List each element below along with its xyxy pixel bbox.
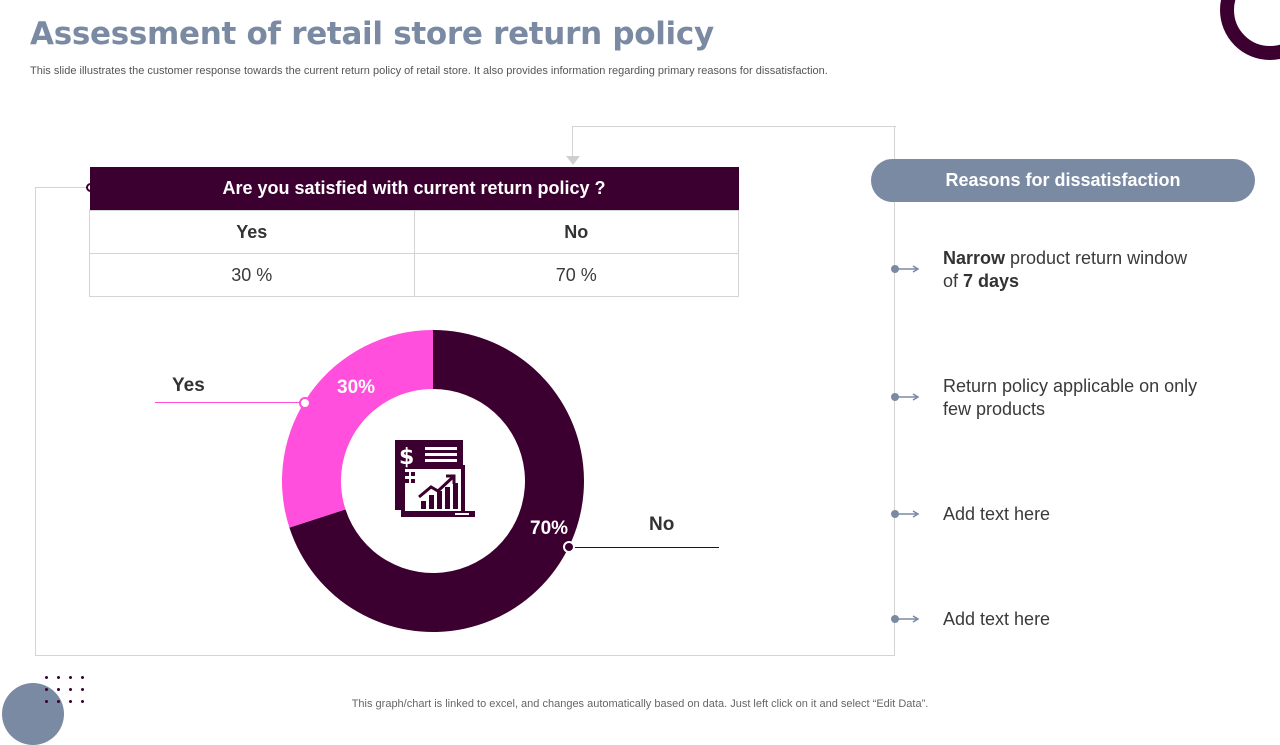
decorative-dot: [69, 676, 72, 679]
reason-arrow-icon: [891, 393, 920, 401]
connector-arrow-icon: [566, 156, 580, 165]
decorative-dot: [45, 676, 48, 679]
callout-line-no: [569, 547, 719, 548]
connector-top: [572, 126, 896, 127]
footer-note: This graph/chart is linked to excel, and…: [351, 698, 929, 710]
reason-arrow-icon: [891, 265, 920, 273]
connector-frame: [35, 127, 895, 656]
decorative-dot: [81, 676, 84, 679]
reason-arrow-icon: [891, 615, 920, 623]
reason-item-3: Add text here: [943, 504, 1051, 524]
data-label-yes: 30%: [337, 377, 376, 398]
page-subtitle: This slide illustrates the customer resp…: [30, 65, 828, 77]
decorative-dot: [69, 688, 72, 691]
donut-slice-yes: [282, 330, 433, 528]
decorative-dot: [45, 688, 48, 691]
reasons-heading: Reasons for dissatisfaction: [871, 159, 1255, 202]
donut-chart: $: [282, 330, 584, 632]
category-label-yes: Yes: [172, 375, 205, 396]
callout-dot-no: [563, 541, 575, 553]
survey-question: Are you satisfied with current return po…: [89, 167, 739, 211]
decorative-circle: [2, 683, 64, 745]
connector-drop: [572, 126, 573, 156]
decorative-dot: [57, 700, 60, 703]
callout-line-yes: [155, 402, 305, 403]
survey-header-no: No: [413, 210, 739, 254]
reason-item-4: Add text here: [943, 609, 1051, 629]
reason-item-2: Return policy applicable on only few pro…: [943, 376, 1198, 419]
reason-item-1: Narrow product return window of 7 days: [943, 248, 1188, 291]
reason-arrow-icon: [891, 510, 920, 518]
donut-slice-no: [289, 330, 584, 632]
decorative-dot: [45, 700, 48, 703]
category-label-no: No: [649, 514, 675, 535]
callout-dot-yes: [299, 397, 311, 409]
decorative-dot: [69, 700, 72, 703]
connector-left: [35, 187, 90, 188]
page-title: Assessment of retail store return policy: [30, 16, 714, 52]
survey-value-no: 70 %: [413, 253, 739, 297]
decorative-dot: [81, 700, 84, 703]
decorative-dot: [57, 688, 60, 691]
decorative-dot: [57, 676, 60, 679]
survey-value-yes: 30 %: [89, 253, 415, 297]
financial-report-growth-icon: $: [395, 440, 475, 517]
svg-text:$: $: [399, 445, 414, 470]
decorative-dot: [81, 688, 84, 691]
data-label-no: 70%: [530, 518, 569, 539]
survey-table: Are you satisfied with current return po…: [89, 167, 739, 297]
